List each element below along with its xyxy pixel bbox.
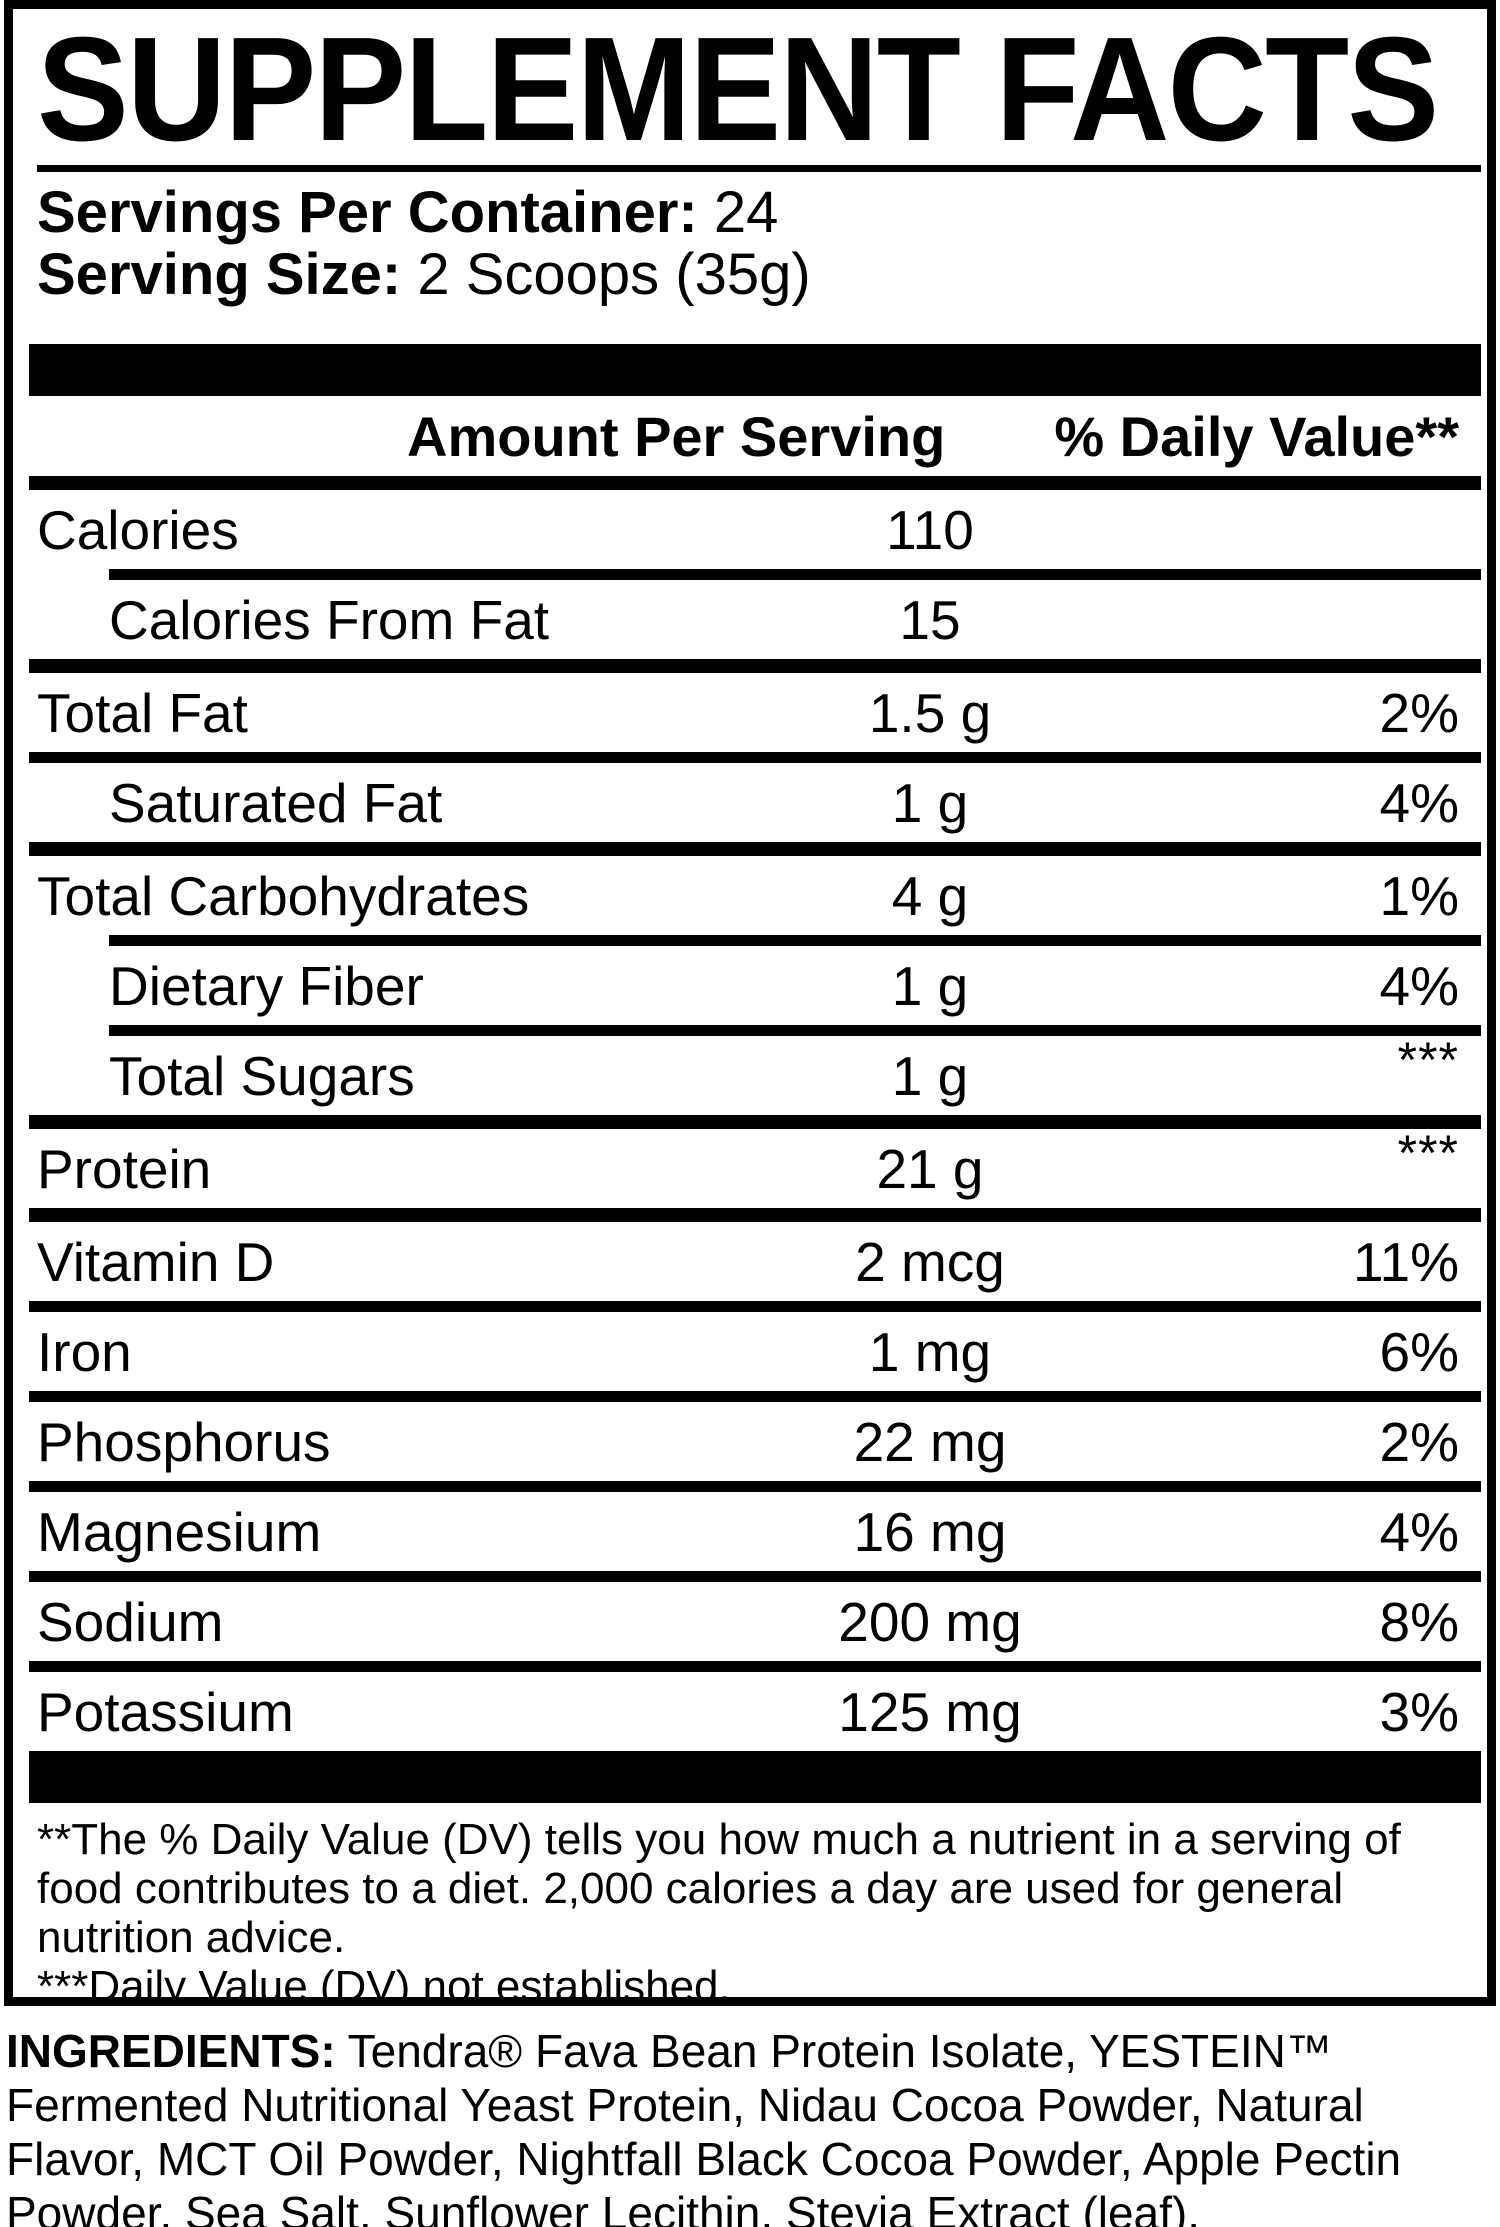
nutrient-daily-value: 2%	[1379, 681, 1460, 744]
nutrient-daily-value: 11%	[1353, 1230, 1459, 1293]
row-divider	[29, 1391, 1481, 1402]
section-divider-bar-top	[29, 344, 1481, 396]
table-row: Calories From Fat 15	[37, 580, 1481, 659]
nutrient-name: Iron	[37, 1320, 132, 1383]
nutrient-amount: 21 g	[876, 1137, 984, 1200]
nutrient-amount: 1 g	[891, 771, 969, 834]
not-established-stars: ***	[1397, 1124, 1459, 1181]
servings-per-container-label: Servings Per Container:	[37, 180, 698, 245]
table-row: Total Fat 1.5 g 2%	[37, 673, 1481, 752]
table-column-header: Amount Per Serving % Daily Value**	[37, 396, 1481, 476]
facts-table-rows: Calories 110 Calories From Fat 15 Total …	[29, 490, 1481, 1751]
nutrient-amount: 1 mg	[868, 1320, 992, 1383]
nutrient-amount: 22 mg	[853, 1410, 1007, 1473]
ingredients-paragraph: INGREDIENTS: Tendra® Fava Bean Protein I…	[6, 2024, 1494, 2227]
nutrient-daily-value: 4%	[1379, 954, 1460, 1017]
nutrient-name: Total Carbohydrates	[37, 864, 530, 927]
servings-per-container-value: 24	[697, 180, 779, 245]
row-divider	[29, 1481, 1481, 1492]
not-established-footnote: ***Daily Value (DV) not established.	[37, 1962, 731, 2006]
row-divider	[109, 935, 1481, 946]
nutrient-name: Calories	[37, 498, 239, 561]
daily-value-header: % Daily Value**	[1054, 404, 1459, 468]
table-row: Vitamin D 2 mcg 11%	[37, 1222, 1481, 1301]
title-divider	[37, 165, 1481, 172]
row-divider	[109, 569, 1481, 580]
daily-value-footnote: **The % Daily Value (DV) tells you how m…	[37, 1815, 1401, 1962]
nutrient-amount: 110	[886, 498, 974, 561]
serving-size-label: Serving Size:	[37, 242, 402, 307]
nutrient-name: Sodium	[37, 1590, 224, 1653]
nutrient-amount: 200 mg	[838, 1590, 1022, 1653]
row-divider	[29, 842, 1481, 856]
table-row: Saturated Fat 1 g 4%	[37, 763, 1481, 842]
nutrient-name: Total Sugars	[109, 1044, 415, 1107]
nutrient-amount: 1 g	[891, 1044, 969, 1107]
row-divider	[29, 1208, 1481, 1222]
serving-size-line: Serving Size: 2 Scoops (35g)	[37, 244, 1481, 306]
row-divider	[29, 1115, 1481, 1129]
nutrient-name: Phosphorus	[37, 1410, 331, 1473]
nutrient-daily-value: 2%	[1379, 1410, 1460, 1473]
not-established-stars: ***	[1397, 1031, 1459, 1088]
nutrient-amount: 1.5 g	[868, 681, 992, 744]
nutrient-daily-value: 8%	[1379, 1590, 1460, 1653]
nutrient-amount: 125 mg	[838, 1680, 1022, 1743]
footnotes: **The % Daily Value (DV) tells you how m…	[37, 1815, 1481, 2006]
table-row: Phosphorus 22 mg 2%	[37, 1402, 1481, 1481]
nutrient-daily-value: ***	[1120, 1032, 1481, 1108]
nutrient-daily-value: 3%	[1379, 1680, 1460, 1743]
nutrient-name: Saturated Fat	[109, 771, 443, 834]
nutrient-daily-value: 1%	[1379, 864, 1460, 927]
row-divider	[29, 1571, 1481, 1582]
serving-info: Servings Per Container: 24 Serving Size:…	[37, 182, 1481, 306]
nutrient-amount: 4 g	[891, 864, 969, 927]
row-divider	[29, 752, 1481, 763]
nutrient-name: Protein	[37, 1137, 212, 1200]
row-divider	[29, 1661, 1481, 1672]
table-row: Potassium 125 mg 3%	[37, 1672, 1481, 1751]
panel-title: SUPPLEMENT FACTS	[37, 7, 1439, 172]
amount-per-serving-header: Amount Per Serving	[407, 404, 946, 468]
table-row: Total Sugars 1 g ***	[37, 1032, 1481, 1115]
nutrient-amount: 1 g	[891, 954, 969, 1017]
header-divider	[29, 476, 1481, 490]
row-divider	[29, 1301, 1481, 1312]
nutrient-amount: 2 mcg	[855, 1230, 1005, 1293]
nutrient-name: Calories From Fat	[109, 588, 550, 651]
nutrient-name: Magnesium	[37, 1500, 322, 1563]
nutrient-amount: 15	[899, 588, 961, 651]
nutrient-daily-value: 4%	[1379, 771, 1460, 834]
nutrient-amount: 16 mg	[853, 1500, 1007, 1563]
table-row: Protein 21 g ***	[37, 1125, 1481, 1208]
row-divider	[109, 1025, 1481, 1036]
servings-per-container-line: Servings Per Container: 24	[37, 182, 1481, 244]
table-row: Magnesium 16 mg 4%	[37, 1492, 1481, 1571]
ingredients-text: Tendra® Fava Bean Protein Isolate, YESTE…	[6, 2025, 1402, 2227]
table-row: Sodium 200 mg 8%	[37, 1582, 1481, 1661]
nutrient-daily-value: 4%	[1379, 1500, 1460, 1563]
table-row: Dietary Fiber 1 g 4%	[37, 946, 1481, 1025]
table-row: Iron 1 mg 6%	[37, 1312, 1481, 1391]
nutrient-name: Dietary Fiber	[109, 954, 424, 1017]
section-divider-bar-bottom	[29, 1751, 1481, 1803]
row-divider	[29, 659, 1481, 673]
ingredients-label: INGREDIENTS:	[6, 2025, 336, 2077]
nutrient-name: Total Fat	[37, 681, 248, 744]
nutrient-name: Vitamin D	[37, 1230, 275, 1293]
nutrient-daily-value: ***	[1120, 1125, 1481, 1201]
supplement-facts-panel: SUPPLEMENT FACTS Servings Per Container:…	[4, 0, 1496, 2006]
serving-size-value: 2 Scoops (35g)	[401, 242, 811, 307]
table-row: Calories 110	[37, 490, 1481, 569]
table-row: Total Carbohydrates 4 g 1%	[37, 856, 1481, 935]
nutrient-daily-value: 6%	[1379, 1320, 1460, 1383]
nutrient-name: Potassium	[37, 1680, 294, 1743]
